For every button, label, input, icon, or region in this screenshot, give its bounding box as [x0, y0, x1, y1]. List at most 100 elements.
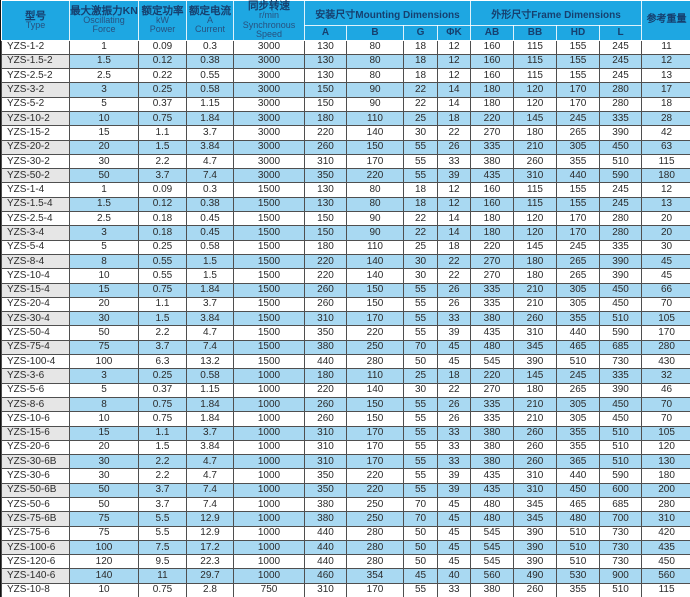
- value-cell: 280: [641, 339, 690, 356]
- value-cell: 10: [69, 110, 139, 127]
- value-cell: 4.7: [186, 468, 234, 484]
- value-cell: 5: [69, 382, 139, 398]
- model-cell: YZS-50-2: [1, 168, 70, 184]
- value-cell: 80: [346, 196, 404, 213]
- value-cell: 130: [304, 39, 347, 55]
- value-cell: 55: [403, 153, 438, 170]
- value-cell: 140: [346, 125, 404, 141]
- model-cell: YZS-30-4: [1, 311, 70, 327]
- value-cell: 30: [403, 125, 438, 141]
- value-cell: 22: [436, 125, 472, 141]
- value-cell: 170: [556, 82, 601, 98]
- value-cell: 545: [470, 525, 515, 541]
- value-cell: 45: [436, 511, 472, 527]
- value-cell: 545: [470, 539, 515, 556]
- value-cell: 450: [599, 411, 643, 427]
- value-cell: 5.5: [138, 525, 187, 541]
- value-cell: 305: [556, 396, 601, 413]
- value-cell: 0.55: [138, 253, 187, 270]
- value-cell: 70: [641, 396, 690, 413]
- table-row: YZS-75-4 75 3.7 7.4 1500 380 250 70 45 480 345 465 6…: [1, 339, 690, 356]
- value-cell: 100: [69, 354, 139, 370]
- speed-header-en3: Speed: [255, 29, 283, 39]
- value-cell: 465: [556, 496, 601, 513]
- value-cell: 55: [403, 582, 438, 597]
- value-cell: 260: [513, 425, 558, 441]
- value-cell: 310: [513, 168, 558, 184]
- value-cell: 12: [436, 196, 472, 213]
- value-cell: 350: [304, 482, 347, 499]
- model-cell: YZS-5-4: [1, 239, 70, 255]
- subcol-ab: AB: [470, 25, 515, 41]
- value-cell: 380: [470, 582, 515, 597]
- value-cell: 75: [69, 511, 139, 527]
- value-cell: 14: [436, 225, 472, 241]
- value-cell: 40: [436, 568, 472, 584]
- value-cell: 390: [599, 268, 643, 284]
- value-cell: 305: [556, 139, 601, 155]
- value-cell: 0.25: [138, 368, 187, 384]
- value-cell: 590: [599, 168, 643, 184]
- force-header-zh: 最大激振力KN: [70, 4, 138, 17]
- value-cell: 1000: [233, 511, 305, 527]
- value-cell: 30: [69, 311, 139, 327]
- model-cell: YZS-15-6: [1, 425, 70, 441]
- value-cell: 730: [599, 539, 643, 556]
- value-cell: 1500: [233, 182, 305, 198]
- table-row: YZS-8-6 8 0.75 1.84 1000 260 150 55 26 335 210 305 4…: [1, 396, 690, 413]
- value-cell: 435: [470, 325, 515, 341]
- value-cell: 25: [403, 110, 438, 127]
- value-cell: 63: [641, 139, 690, 155]
- value-cell: 70: [403, 511, 438, 527]
- model-cell: YZS-20-2: [1, 139, 70, 155]
- value-cell: 180: [470, 211, 515, 227]
- value-cell: 220: [304, 125, 347, 141]
- value-cell: 310: [304, 454, 347, 470]
- value-cell: 30: [403, 253, 438, 270]
- model-cell: YZS-50-6: [1, 496, 70, 513]
- value-cell: 545: [470, 554, 515, 570]
- value-cell: 70: [403, 339, 438, 356]
- model-cell: YZS-8-4: [1, 253, 70, 270]
- current-header-zh: 额定电流: [189, 4, 231, 17]
- table-row: YZS-20-4 20 1.1 3.7 1500 260 150 55 26 335 210 305 4…: [1, 296, 690, 313]
- value-cell: 145: [513, 110, 558, 127]
- value-cell: 75: [69, 339, 139, 356]
- value-cell: 380: [470, 439, 515, 456]
- value-cell: 45: [641, 268, 690, 284]
- value-cell: 55: [403, 454, 438, 470]
- value-cell: 7.4: [186, 496, 234, 513]
- value-cell: 15: [69, 282, 139, 298]
- value-cell: 13: [641, 196, 690, 213]
- value-cell: 155: [556, 53, 601, 70]
- value-cell: 220: [470, 239, 515, 255]
- value-cell: 265: [556, 382, 601, 398]
- value-cell: 560: [641, 568, 690, 584]
- value-cell: 440: [304, 554, 347, 570]
- value-cell: 180: [641, 468, 690, 484]
- value-cell: 5: [69, 96, 139, 112]
- value-cell: 180: [304, 368, 347, 384]
- value-cell: 435: [641, 539, 690, 556]
- value-cell: 14: [436, 211, 472, 227]
- value-cell: 130: [304, 182, 347, 198]
- value-cell: 170: [556, 96, 601, 112]
- value-cell: 0.12: [138, 196, 187, 213]
- table-row: YZS-30-4 30 1.5 3.84 1500 310 170 55 33 380 260 355…: [1, 311, 690, 327]
- model-cell: YZS-8-6: [1, 396, 70, 413]
- value-cell: 90: [346, 211, 404, 227]
- value-cell: 440: [304, 539, 347, 556]
- value-cell: 20: [69, 296, 139, 313]
- value-cell: 115: [513, 53, 558, 70]
- value-cell: 1.84: [186, 282, 234, 298]
- value-cell: 1.5: [69, 53, 139, 70]
- value-cell: 355: [556, 425, 601, 441]
- model-cell: YZS-3-2: [1, 82, 70, 98]
- value-cell: 0.75: [138, 282, 187, 298]
- value-cell: 245: [556, 368, 601, 384]
- value-cell: 180: [470, 96, 515, 112]
- value-cell: 45: [436, 354, 472, 370]
- value-cell: 22.3: [186, 554, 234, 570]
- value-cell: 3.84: [186, 139, 234, 155]
- table-row: YZS-20-6 20 1.5 3.84 1000 310 170 55 33 380 260 355…: [1, 439, 690, 456]
